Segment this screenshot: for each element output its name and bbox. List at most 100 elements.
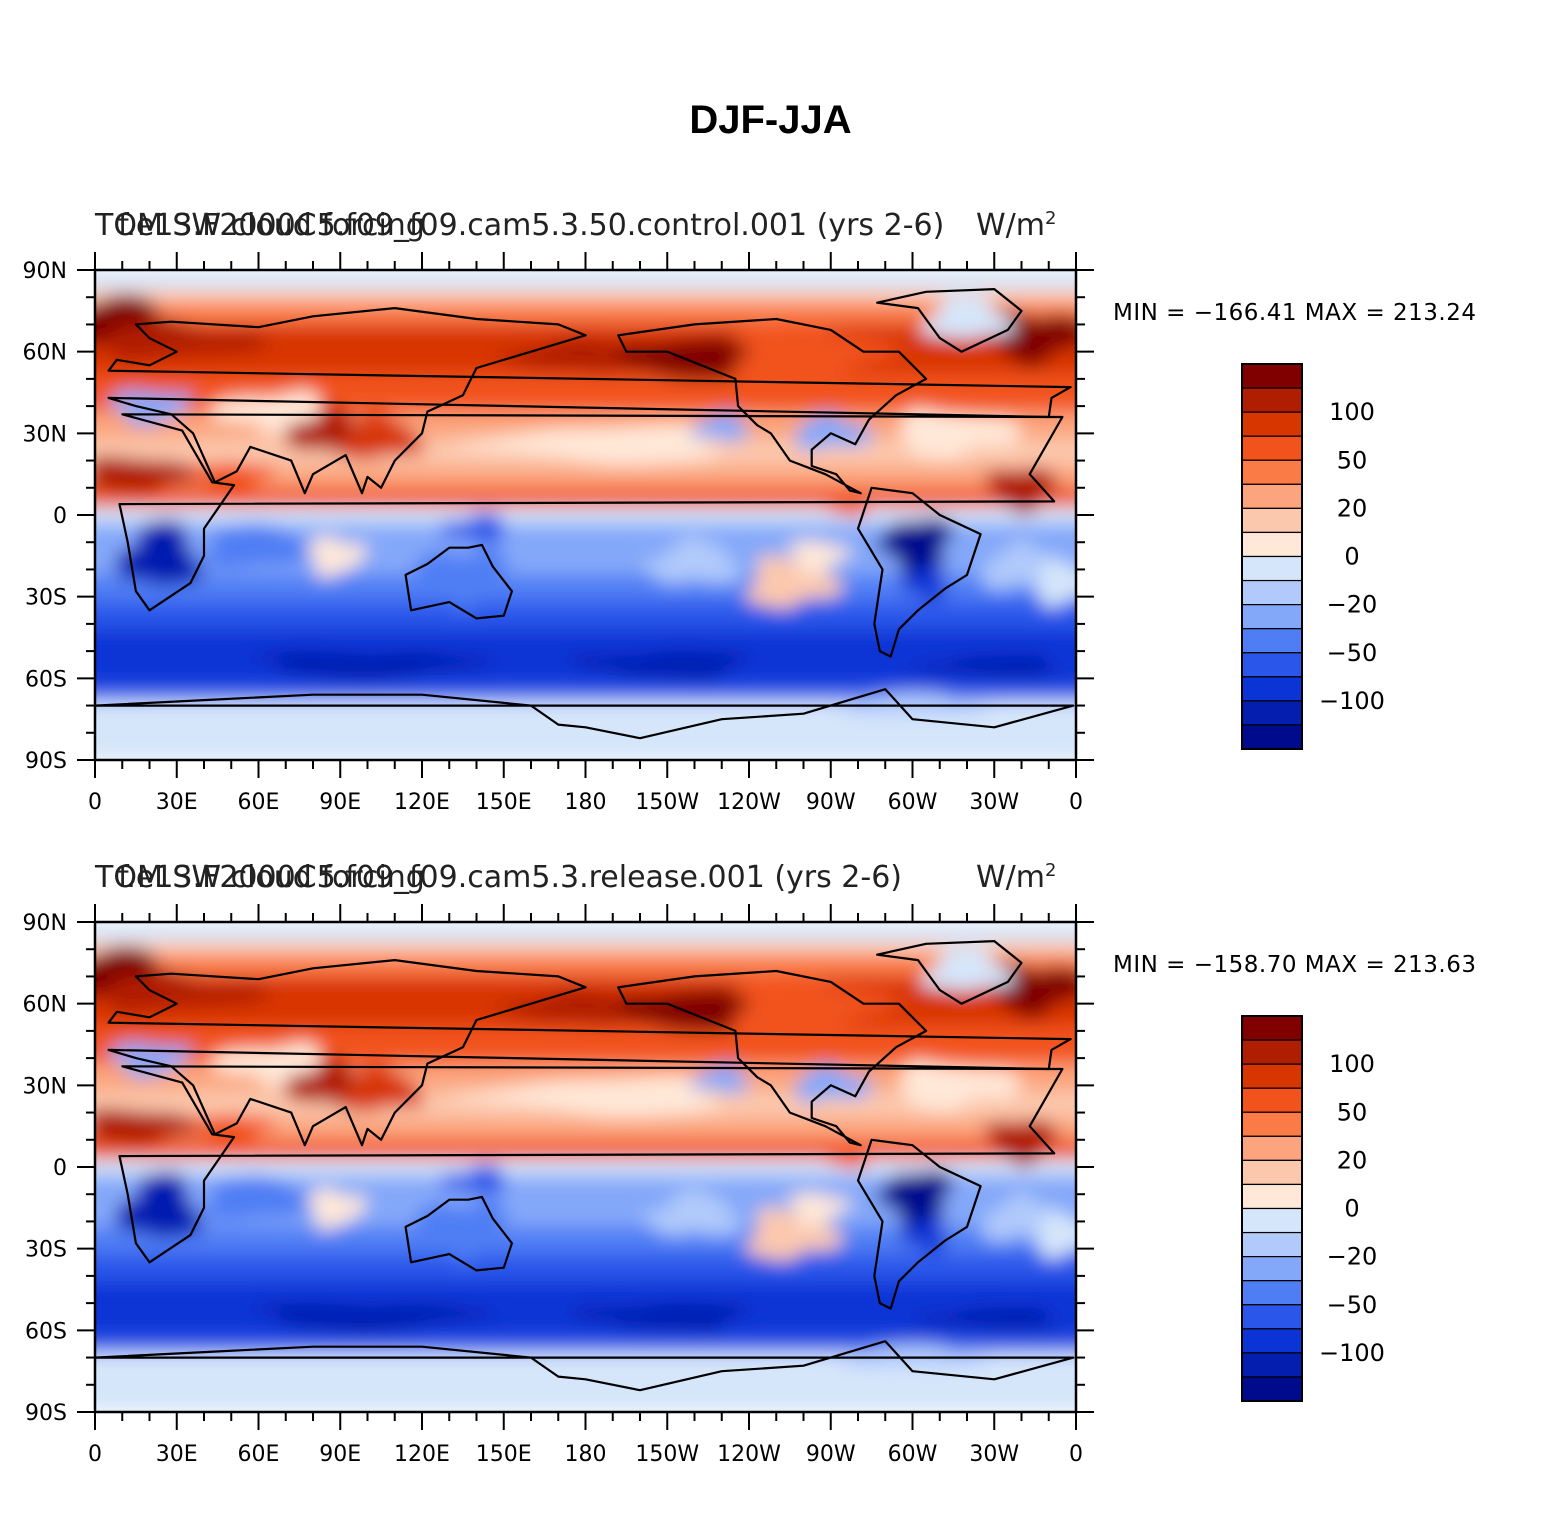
contour-region [793,412,874,452]
colorbar-swatch [1241,363,1303,389]
contour-region [494,989,632,1027]
contour-region [1037,557,1076,608]
colorbar-label: −20 [1327,1243,1378,1271]
contour-region [920,947,1015,991]
contour-map: 90N 60N 30N 0 30S 60S 90S 0 30E 60E 90E 120E 150E 180… [23,904,1385,1467]
lon-tick-label: 60W [888,1442,938,1467]
contour-region [415,1199,508,1264]
contour-band [95,922,1076,943]
lon-tick-label: 60W [888,790,938,815]
lat-tick-label: 60N [23,341,67,366]
colorbar-label: −100 [1319,1339,1385,1367]
colorbar: 100 50 20 0 −20 −50 −100 [1241,1015,1385,1402]
lon-tick-label: 0 [88,1442,102,1467]
coastline [118,1065,1064,1264]
contour-region [95,1108,233,1145]
contour-region [115,519,204,586]
contour-region [983,467,1058,515]
panel-center-string: f.e13.F2000C5.f09_f09.cam5.3.release.001… [118,860,902,895]
contour-region [906,1307,1067,1331]
colorbar-label: −100 [1319,687,1385,715]
colorbar-swatch [1241,628,1303,654]
coastline [875,287,1023,353]
lon-tick-label: 0 [1069,1442,1083,1467]
contour-region [451,1076,735,1119]
contour-region [439,513,506,545]
contour-region [106,321,271,360]
colorbar-swatch [1241,1256,1303,1282]
colorbar-label: 100 [1329,1050,1375,1078]
colorbar-label: 0 [1344,543,1359,571]
panel-left-string: TOM SW cloud forcing [95,208,425,243]
coastline [95,688,1075,740]
max-value: MAX = 213.63 [1304,952,1477,978]
contour-map: 90N 60N 30N 0 30S 60S 90S 0 30E 60E 90E 120E 150E 180… [23,252,1385,815]
colorbar-swatch [1241,1231,1303,1258]
lon-tick-label: 120W [717,1442,781,1467]
coastline [404,543,513,620]
colorbar-swatch [1241,483,1303,509]
colorbar-swatch [1241,1207,1303,1234]
contour-region [194,522,336,570]
colorbar-swatch [1241,579,1303,606]
contour-region [690,412,750,442]
lon-tick-label: 150E [476,790,532,815]
colorbar-swatch [1241,652,1303,678]
coastline [118,413,1064,612]
coastline [107,958,1072,1147]
colorbar-swatch [1241,1183,1303,1210]
contour-band [95,602,1076,631]
contour-region [906,655,1067,679]
lon-tick-label: 120E [394,1442,450,1467]
lon-tick-label: 30E [156,790,198,815]
colorbar-swatch [1241,1135,1303,1161]
contour-region [194,1174,336,1222]
lat-tick-label: 60S [25,667,67,692]
lon-tick-label: 60E [238,1442,280,1467]
lat-tick-label: 60N [23,993,67,1018]
coastline [404,1195,513,1272]
lon-tick-label: 150W [635,790,699,815]
colorbar-swatch [1241,700,1303,726]
lon-tick-label: 150E [476,1442,532,1467]
panel-units: W/m2 [976,860,1057,895]
contour-band [95,523,1076,544]
colorbar-swatch [1241,604,1303,630]
contour-region [690,1064,750,1094]
colorbar: 100 50 20 0 −20 −50 −100 [1241,363,1385,750]
colorbar-swatch [1241,435,1303,461]
colorbar-swatch [1241,411,1303,437]
colorbar-swatch [1241,1063,1303,1089]
lat-tick-label: 90N [23,911,67,936]
contour-region [833,1344,993,1367]
lat-tick-label: 30S [25,586,67,611]
lat-tick-label: 30N [23,422,67,447]
contour-region [341,412,426,461]
contour-region [900,1060,1021,1112]
lat-tick-label: 60S [25,1319,67,1344]
colorbar-swatch [1241,1087,1303,1113]
contour-region [900,408,1021,460]
contour-band [95,289,1076,304]
lat-tick-label: 0 [53,504,67,529]
lon-tick-label: 0 [88,790,102,815]
coastline [107,306,1072,495]
contour-region [586,989,763,1032]
lon-tick-label: 0 [1069,790,1083,815]
colorbar-swatch [1241,1015,1303,1041]
coastline [617,969,928,1147]
lon-tick-label: 90E [319,790,361,815]
figure-title: DJF-JJA [689,98,852,142]
contour-region [730,973,904,1034]
colorbar-label: 50 [1337,1098,1368,1126]
coastline [95,1340,1075,1392]
coastline [856,486,982,658]
lon-tick-label: 150W [635,1442,699,1467]
colorbar-swatch [1241,555,1303,582]
contour-band [95,683,1076,702]
colorbar-swatch [1241,1280,1303,1306]
contour-field [95,922,1076,1412]
contour-region [744,1207,844,1261]
contour-region [730,321,904,382]
contour-region [900,1215,947,1253]
